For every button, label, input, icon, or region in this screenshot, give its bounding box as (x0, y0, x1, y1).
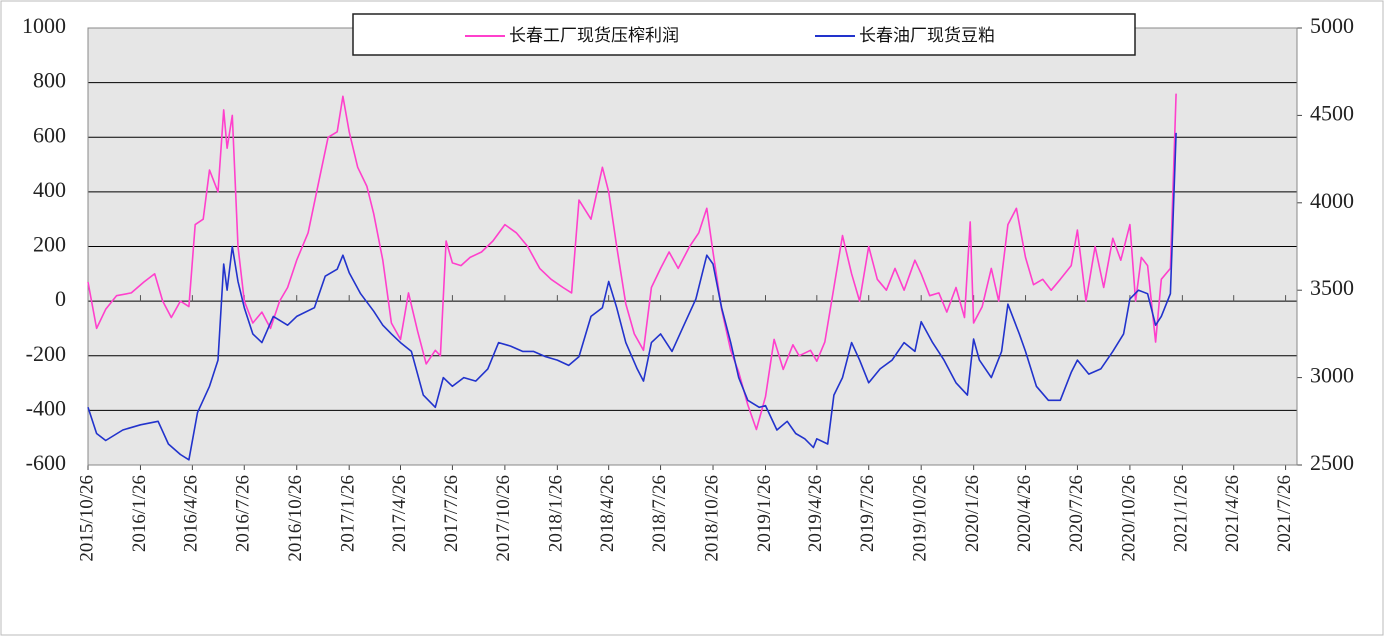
y-tick-label: 600 (33, 122, 66, 147)
x-tick-label: 2019/1/26 (754, 475, 775, 552)
x-tick-label: 2017/1/26 (338, 475, 359, 552)
legend-box (352, 13, 1136, 56)
y2-tick-label: 2500 (1310, 450, 1354, 475)
legend-label: 长春工厂现货压榨利润 (509, 26, 679, 46)
y-tick-label: 0 (55, 286, 66, 311)
y-tick-label: 800 (33, 68, 66, 93)
x-tick-label: 2021/7/26 (1274, 475, 1295, 552)
x-tick-label: 2018/10/26 (701, 475, 722, 562)
x-tick-label: 2015/10/26 (76, 475, 97, 562)
y-tick-label: -200 (26, 341, 66, 366)
y2-tick-label: 5000 (1310, 13, 1354, 38)
y2-tick-label: 4500 (1310, 100, 1354, 125)
x-tick-label: 2016/7/26 (233, 475, 254, 552)
series-line (87, 93, 1177, 431)
x-tick-label: 2019/4/26 (805, 475, 826, 552)
x-tick-label: 2021/1/26 (1171, 475, 1192, 552)
x-tick-label: 2018/4/26 (597, 475, 618, 552)
x-tick-label: 2017/7/26 (441, 475, 462, 552)
series-line (87, 132, 1177, 461)
x-tick-label: 2021/4/26 (1222, 475, 1243, 552)
x-tick-label: 2017/10/26 (493, 475, 514, 562)
y2-tick-label: 4000 (1310, 188, 1354, 213)
x-tick-label: 2018/7/26 (649, 475, 670, 552)
x-tick-label: 2019/10/26 (910, 475, 931, 562)
x-tick-label: 2020/1/26 (962, 475, 983, 552)
x-tick-label: 2016/1/26 (129, 475, 150, 552)
y-tick-label: -400 (26, 395, 66, 420)
x-tick-label: 2020/4/26 (1014, 475, 1035, 552)
y-tick-label: -600 (26, 450, 66, 475)
y-tick-label: 400 (33, 177, 66, 202)
x-tick-label: 2018/1/26 (546, 475, 567, 552)
x-tick-label: 2020/7/26 (1066, 475, 1087, 552)
y-tick-label: 200 (33, 232, 66, 257)
y-tick-label: 1000 (22, 13, 66, 38)
x-tick-label: 2017/4/26 (389, 475, 410, 552)
y2-tick-label: 3500 (1310, 275, 1354, 300)
x-tick-label: 2016/10/26 (285, 475, 306, 562)
x-tick-label: 2016/4/26 (181, 475, 202, 552)
x-tick-label: 2020/10/26 (1118, 475, 1139, 562)
x-tick-label: 2019/7/26 (857, 475, 878, 552)
y2-tick-label: 3000 (1310, 363, 1354, 388)
legend-label: 长春油厂现货豆粕 (859, 26, 995, 46)
